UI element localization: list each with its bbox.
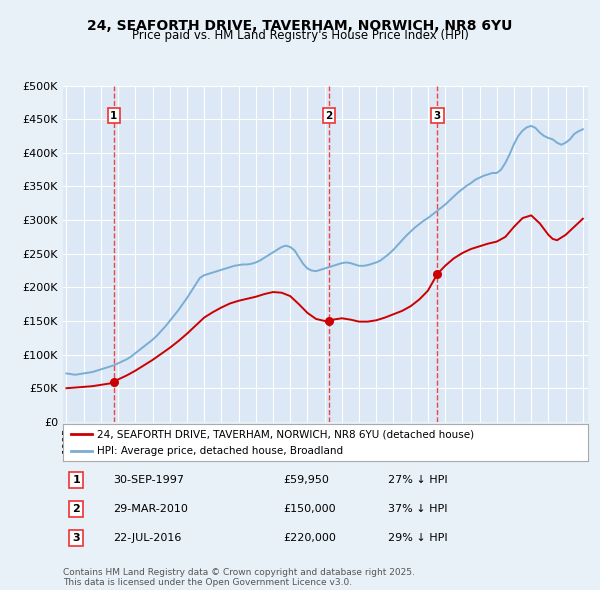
- Text: 3: 3: [434, 111, 441, 121]
- Text: £59,950: £59,950: [284, 475, 329, 485]
- Text: 2: 2: [325, 111, 332, 121]
- Text: 29-MAR-2010: 29-MAR-2010: [113, 504, 188, 514]
- Text: HPI: Average price, detached house, Broadland: HPI: Average price, detached house, Broa…: [97, 447, 343, 456]
- Text: 29% ↓ HPI: 29% ↓ HPI: [389, 533, 448, 543]
- Text: 30-SEP-1997: 30-SEP-1997: [113, 475, 184, 485]
- Text: Contains HM Land Registry data © Crown copyright and database right 2025.
This d: Contains HM Land Registry data © Crown c…: [63, 568, 415, 587]
- Text: Price paid vs. HM Land Registry's House Price Index (HPI): Price paid vs. HM Land Registry's House …: [131, 30, 469, 42]
- Text: 22-JUL-2016: 22-JUL-2016: [113, 533, 181, 543]
- Text: £150,000: £150,000: [284, 504, 336, 514]
- Text: 37% ↓ HPI: 37% ↓ HPI: [389, 504, 448, 514]
- Text: 24, SEAFORTH DRIVE, TAVERHAM, NORWICH, NR8 6YU: 24, SEAFORTH DRIVE, TAVERHAM, NORWICH, N…: [88, 19, 512, 33]
- Text: 3: 3: [73, 533, 80, 543]
- Text: 27% ↓ HPI: 27% ↓ HPI: [389, 475, 448, 485]
- Text: 24, SEAFORTH DRIVE, TAVERHAM, NORWICH, NR8 6YU (detached house): 24, SEAFORTH DRIVE, TAVERHAM, NORWICH, N…: [97, 430, 474, 439]
- Text: 1: 1: [72, 475, 80, 485]
- Text: £220,000: £220,000: [284, 533, 337, 543]
- Text: 2: 2: [72, 504, 80, 514]
- Text: 1: 1: [110, 111, 118, 121]
